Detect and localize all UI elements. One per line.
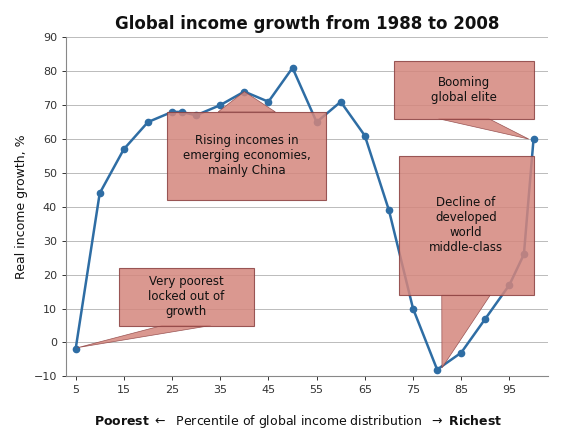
FancyBboxPatch shape: [399, 156, 534, 295]
Polygon shape: [442, 295, 490, 368]
Text: Decline of
developed
world
middle-class: Decline of developed world middle-class: [429, 197, 503, 254]
Text: $\bf{Poorest}$ $\leftarrow$  Percentile of global income distribution  $\rightar: $\bf{Poorest}$ $\leftarrow$ Percentile o…: [95, 413, 502, 430]
Polygon shape: [439, 119, 529, 139]
Title: Global income growth from 1988 to 2008: Global income growth from 1988 to 2008: [115, 15, 499, 33]
FancyBboxPatch shape: [167, 112, 327, 200]
Y-axis label: Real income growth, %: Real income growth, %: [15, 134, 28, 279]
Polygon shape: [218, 92, 275, 112]
Text: Rising incomes in
emerging economies,
mainly China: Rising incomes in emerging economies, ma…: [183, 134, 311, 178]
Text: Very poorest
locked out of
growth: Very poorest locked out of growth: [148, 275, 225, 318]
Text: Booming
global elite: Booming global elite: [431, 76, 497, 104]
FancyBboxPatch shape: [119, 268, 254, 326]
FancyBboxPatch shape: [394, 61, 534, 119]
Polygon shape: [78, 326, 211, 348]
